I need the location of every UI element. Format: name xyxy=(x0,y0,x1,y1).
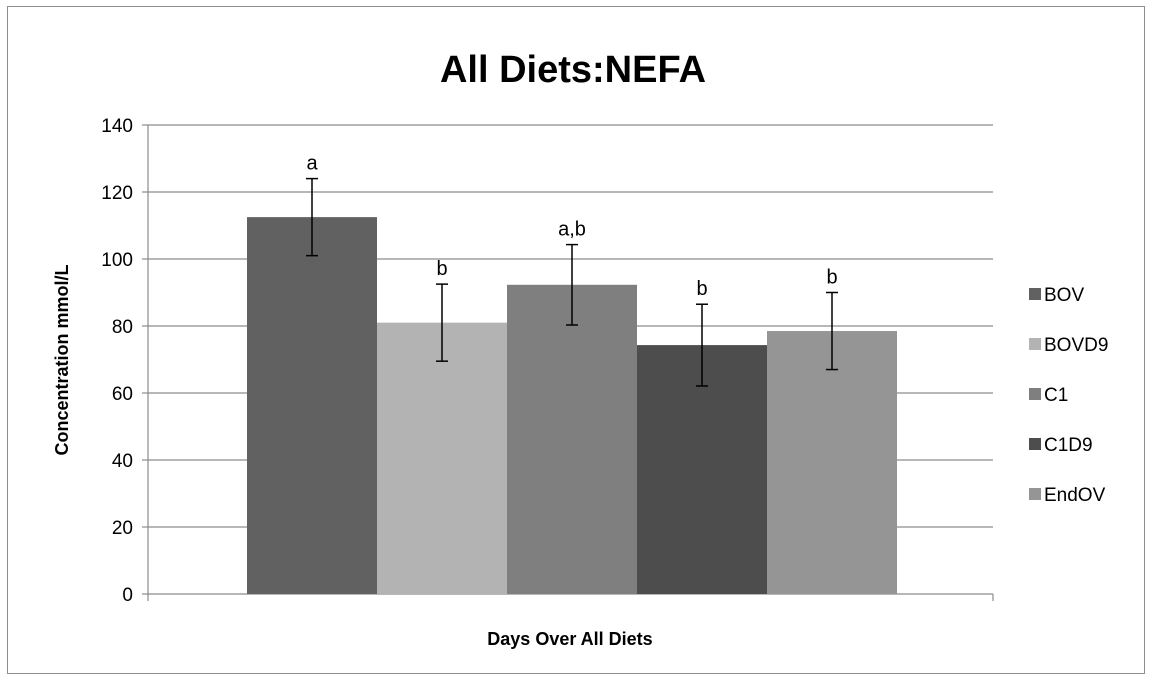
significance-label: a xyxy=(306,153,318,175)
legend-label-bovd9: BOVD9 xyxy=(1044,335,1108,356)
data-labels: a b a,b b b xyxy=(306,153,837,301)
y-tick-label: 20 xyxy=(112,518,133,539)
significance-label: b xyxy=(436,258,447,280)
legend-label-c1: C1 xyxy=(1044,385,1068,406)
significance-label: b xyxy=(826,267,837,289)
y-tick-label: 0 xyxy=(122,585,133,606)
chart-title: All Diets:NEFA xyxy=(440,49,706,91)
legend-swatch-c1 xyxy=(1029,388,1041,400)
legend: BOV BOVD9 C1 C1D9 EndOV xyxy=(1029,285,1108,506)
y-tick-label: 140 xyxy=(101,116,133,137)
y-tick-label: 60 xyxy=(112,384,133,405)
significance-label: a,b xyxy=(558,219,586,241)
bar-c1 xyxy=(507,284,637,594)
y-tick-label: 120 xyxy=(101,183,133,204)
y-tick-label: 100 xyxy=(101,250,133,271)
legend-swatch-bov xyxy=(1029,288,1041,300)
y-tick-label: 40 xyxy=(112,451,133,472)
bars xyxy=(247,177,897,594)
bar-endov xyxy=(767,331,897,594)
legend-label-endov: EndOV xyxy=(1044,485,1106,506)
legend-swatch-bovd9 xyxy=(1029,338,1041,350)
x-axis-label: Days Over All Diets xyxy=(487,629,652,649)
bar-bovd9 xyxy=(377,322,507,594)
bar-bov xyxy=(247,217,377,594)
legend-label-c1d9: C1D9 xyxy=(1044,435,1093,456)
legend-label-bov: BOV xyxy=(1044,285,1084,306)
y-tick-label: 80 xyxy=(112,317,133,338)
y-axis-label: Concentration mmol/L xyxy=(52,264,72,455)
legend-swatch-endov xyxy=(1029,488,1041,500)
legend-swatch-c1d9 xyxy=(1029,438,1041,450)
significance-label: b xyxy=(696,278,707,300)
